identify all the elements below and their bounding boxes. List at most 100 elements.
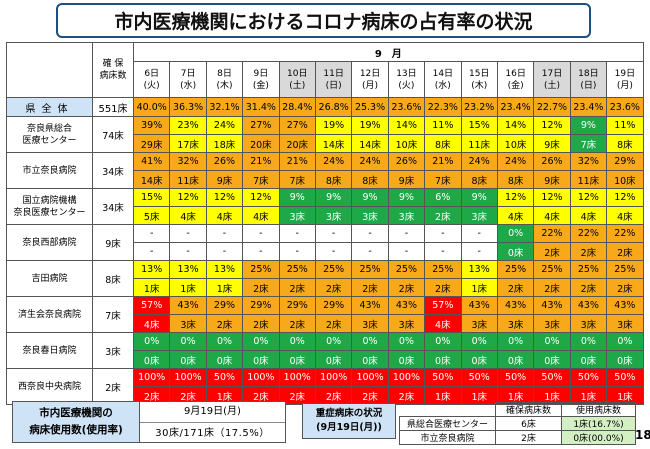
occupancy-rate-cell: 100% (169, 368, 207, 387)
occupied-beds-cell: 0床 (242, 350, 280, 369)
city-usage-value: 30床/171床（17.5%） (155, 428, 270, 439)
occupancy-rate-cell: 0% (314, 332, 353, 351)
hospital-secured-beds: 9床 (92, 224, 134, 261)
hospital-rate-row: 吉田病院 8床 13% 13% 13% 25% 25% 25% 25% 25% 25% 13% 25% 2… (6, 260, 644, 297)
total-rate-cell: 32.1% (205, 97, 244, 117)
page-title: 市内医療機関におけるコロナ病床の占有率の状況 (56, 3, 591, 38)
occupancy-rate-cell: 100% (132, 368, 171, 387)
occupancy-rate-cell: 27% (242, 116, 280, 135)
occupied-beds-cell: 0床 (606, 350, 644, 369)
occupied-beds-cell: 1床 (606, 386, 644, 405)
occupancy-rate-cell: 29% (278, 296, 316, 315)
hospital-rate-row: 国立病院機構 奈良医療センター 34床 15% 12% 12% 12% 9% 9% 9% 9% 6% 9… (6, 188, 644, 225)
occupancy-rate-cell: 12% (533, 188, 571, 207)
occupied-beds-cell: 8床 (606, 134, 644, 153)
occupancy-rate-cell: 13% (205, 260, 244, 279)
occupancy-rate-cell: 100% (351, 368, 389, 387)
occupancy-rate-cell: 25% (242, 260, 280, 279)
occupancy-rate-cell: 26% (387, 152, 426, 171)
date-header: 7日 (水) (169, 61, 207, 98)
occupancy-rate-cell: - (314, 224, 353, 243)
total-rate-cell: 23.6% (606, 97, 644, 117)
occupancy-rate-cell: - (424, 224, 462, 243)
occupied-beds-cell: 0床 (387, 350, 426, 369)
occupied-beds-cell: - (460, 242, 498, 261)
severe-secured: 6床 (495, 416, 562, 431)
severe-row: 市立奈良病院 2床 0床(00.0%) (399, 430, 636, 445)
hospital-secured-beds: 7床 (92, 296, 134, 333)
total-rate-cell: 22.7% (533, 97, 571, 117)
total-rate-cell: 23.4% (496, 97, 535, 117)
occupancy-rate-cell: 29% (314, 296, 353, 315)
occupied-beds-cell: 2床 (533, 278, 571, 297)
date-header: 12日 (月) (351, 61, 389, 98)
occupied-beds-cell: 8床 (496, 170, 535, 189)
occupied-beds-cell: 3床 (351, 314, 389, 333)
occupied-beds-cell: 4床 (606, 206, 644, 225)
hospital-count-row: 4床 3床 2床 2床 2床 2床 3床 3床 4床 3床 3床 3床 3床 3床 (7, 314, 644, 333)
occupied-beds-cell: 2床 (278, 314, 316, 333)
total-rate-cell: 31.4% (242, 97, 280, 117)
occupied-beds-cell: 0床 (533, 350, 571, 369)
date-header: 8日 (木) (205, 61, 244, 98)
occupancy-rate-cell: 9% (569, 116, 608, 135)
occupied-beds-cell: 2床 (351, 278, 389, 297)
occupied-beds-cell: 2床 (569, 278, 608, 297)
total-rate-cell: 28.4% (278, 97, 316, 117)
occupied-beds-cell: 0床 (205, 350, 244, 369)
occupancy-rate-cell: 50% (460, 368, 498, 387)
occupancy-rate-cell: 100% (314, 368, 353, 387)
occupancy-rate-cell: 24% (460, 152, 498, 171)
occupancy-rate-cell: 0% (351, 332, 389, 351)
corner-cell (6, 42, 93, 98)
occupied-beds-cell: 18床 (205, 134, 244, 153)
occupancy-rate-cell: 24% (496, 152, 535, 171)
occupied-beds-cell: 2床 (278, 278, 316, 297)
occupied-beds-cell: 3床 (606, 314, 644, 333)
occupied-beds-cell: - (205, 242, 244, 261)
occupied-beds-cell: 0床 (278, 350, 316, 369)
occupancy-rate-cell: 15% (460, 116, 498, 135)
hospital-name: 市立奈良病院 (6, 152, 93, 189)
severe-beds-table: 確保病床数 使用病床数 県総合医療センター 6床 1床(16.7%) 市立奈良病… (399, 402, 636, 445)
hospital-secured-beds: 3床 (92, 332, 134, 369)
occupied-beds-cell: 1床 (460, 386, 498, 405)
occupancy-rate-cell: 19% (351, 116, 389, 135)
occupancy-rate-cell: 32% (169, 152, 207, 171)
occupied-beds-cell: 2床 (606, 278, 644, 297)
occupancy-rate-cell: 21% (242, 152, 280, 171)
occupied-beds-cell: 0床 (496, 350, 535, 369)
occupancy-rate-cell: 41% (132, 152, 171, 171)
date-header: 19日 (月) (606, 61, 644, 98)
occupancy-rate-cell: 0% (242, 332, 280, 351)
occupied-beds-cell: 0床 (314, 350, 353, 369)
occupied-beds-cell: 0床 (460, 350, 498, 369)
occupied-beds-cell: 4床 (169, 206, 207, 225)
date-header: 11日 (日) (314, 61, 353, 98)
occupancy-rate-cell: 43% (569, 296, 608, 315)
occupancy-rate-cell: 0% (533, 332, 571, 351)
occupied-beds-cell: 3床 (169, 314, 207, 333)
occupied-beds-cell: 4床 (132, 314, 171, 333)
occupied-beds-cell: - (314, 242, 353, 261)
occupied-beds-cell: 0床 (496, 242, 535, 261)
occupancy-rate-cell: - (132, 224, 171, 243)
severe-beds-label: 重症病床の状況 (9月19日(月)) (302, 403, 396, 439)
occupied-beds-cell: 11床 (569, 170, 608, 189)
occupied-beds-cell: 3床 (533, 314, 571, 333)
occupancy-rate-cell: 29% (606, 152, 644, 171)
occupancy-rate-cell: 14% (387, 116, 426, 135)
occupancy-rate-cell: 9% (387, 188, 426, 207)
occupancy-rate-cell: 29% (205, 296, 244, 315)
occupied-beds-cell: 2床 (314, 386, 353, 405)
occupancy-rate-cell: 50% (424, 368, 462, 387)
occupancy-rate-cell: 24% (314, 152, 353, 171)
occupancy-rate-cell: 14% (496, 116, 535, 135)
date-header: 14日 (水) (424, 61, 462, 98)
occupied-beds-cell: 4床 (242, 206, 280, 225)
date-header: 16日 (金) (496, 61, 535, 98)
hospital-name: 吉田病院 (6, 260, 93, 297)
hospital-name: 奈良県総合 医療センター (6, 116, 93, 153)
occupancy-rate-cell: 0% (569, 332, 608, 351)
occupancy-rate-cell: 0% (496, 224, 535, 243)
